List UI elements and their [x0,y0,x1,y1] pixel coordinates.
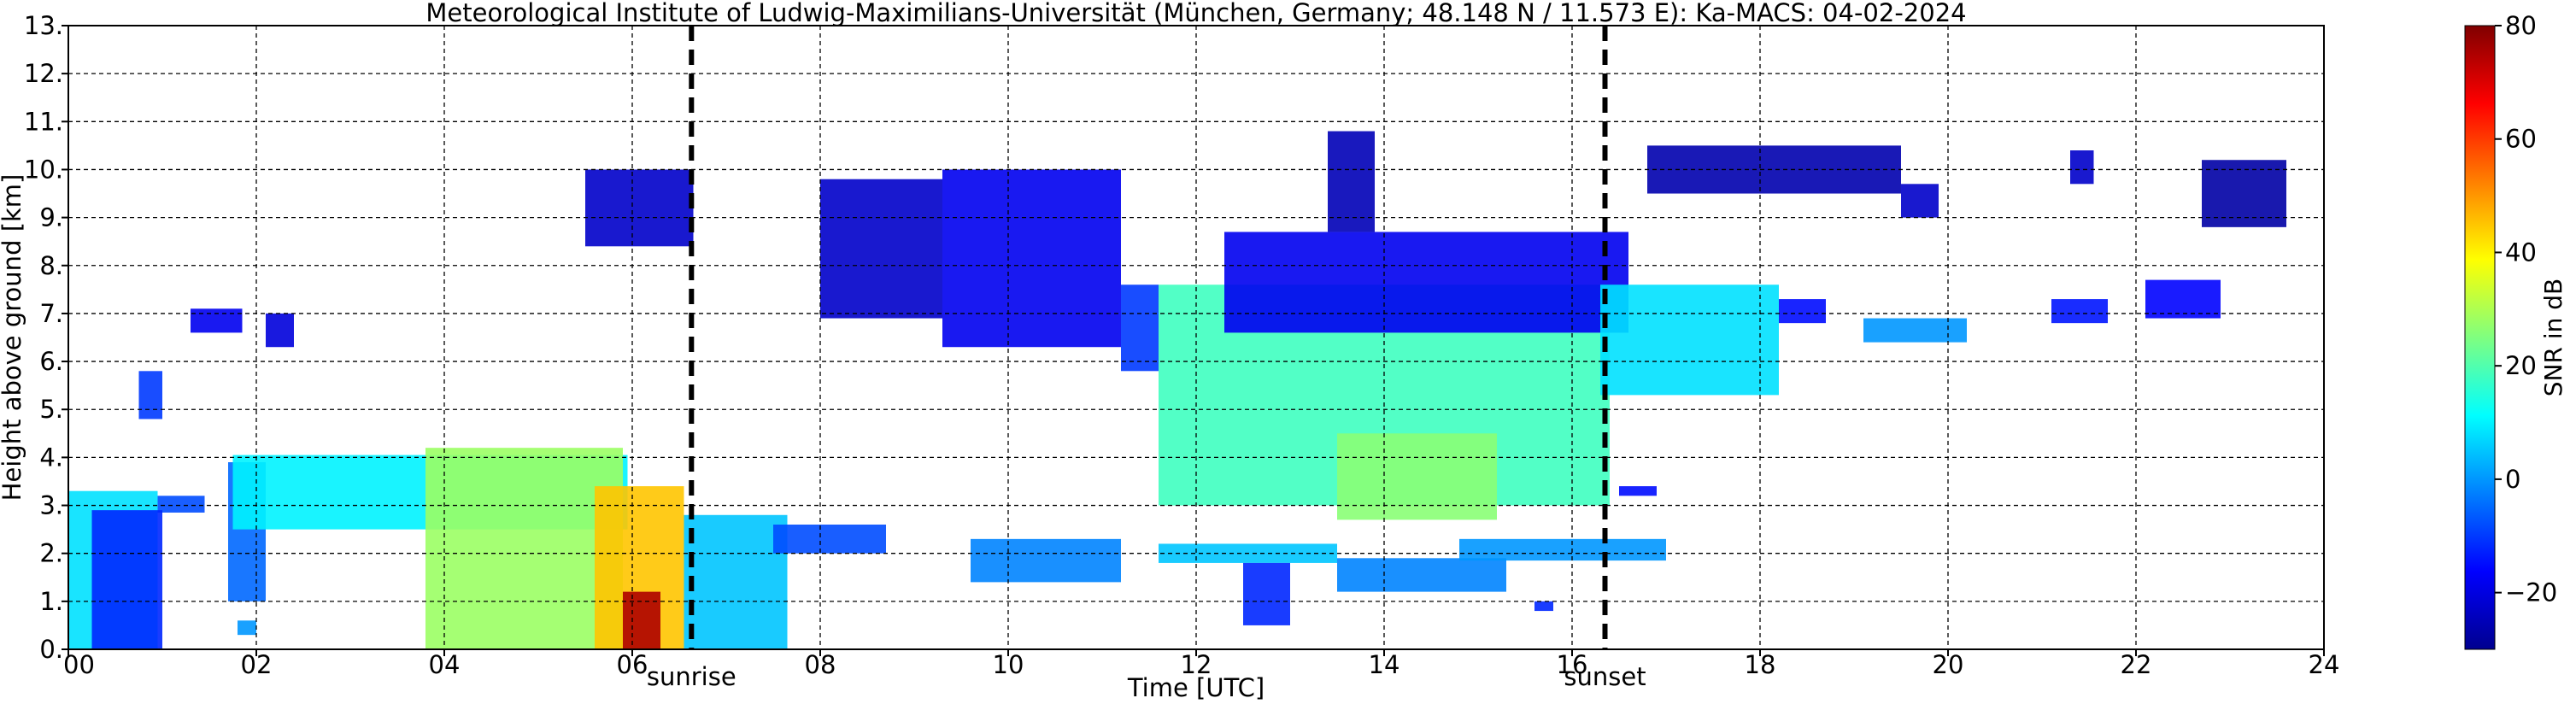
sun-marker-label-0: sunrise [647,662,736,691]
y-tick-label-13: 13. [24,11,63,40]
colorbar-label: SNR in dB [2539,279,2567,396]
chart-title: Meteorological Institute of Ludwig-Maxim… [425,0,1966,27]
y-tick-label-12: 12. [24,59,63,88]
echo-region-33 [1243,562,1290,625]
echo-region-2 [91,510,162,649]
x-tick-label-11: 22 [2121,650,2152,679]
x-tick-label-3: 06 [617,650,648,679]
y-tick-label-4: 4. [39,443,63,472]
x-axis-label: Time [UTC] [1127,673,1265,702]
echo-region-20 [1337,433,1497,520]
echo-region-36 [1619,486,1657,496]
echo-region-14 [820,179,942,319]
y-axis-ticks: 0. 1. 2. 3. 4. 5. 6. 7. 8. 9. 10. 11. 12. 13. [24,11,68,664]
echo-region-13 [238,620,256,636]
echo-region-24 [1901,184,1939,218]
colorbar-tick-label-0: −20 [2505,578,2557,607]
x-tick-label-0: 00 [63,650,95,679]
colorbar [2464,25,2496,650]
sun-marker-label-1: sunset [1564,662,1646,691]
y-tick-label-1: 1. [39,587,63,616]
echo-region-19 [1328,131,1375,232]
y-tick-label-6: 6. [39,347,63,376]
y-tick-label-8: 8. [39,251,63,280]
echo-region-11 [266,313,294,348]
y-axis-label: Height above ground [km] [0,174,26,502]
y-tick-label-7: 7. [39,299,63,328]
echo-region-10 [191,308,243,333]
echo-region-21 [1600,285,1779,396]
echo-region-18 [1224,232,1628,333]
echo-region-37 [1534,601,1553,612]
y-tick-label-2: 2. [39,539,63,568]
echo-region-28 [2202,160,2286,227]
x-tick-label-6: 12 [1181,650,1212,679]
echo-region-16 [1121,285,1159,372]
y-tick-label-9: 9. [39,203,63,232]
echo-region-8 [684,514,788,649]
colorbar-tick-label-2: 20 [2505,351,2537,380]
echo-region-15 [942,169,1121,348]
echo-region-34 [1337,558,1506,592]
echo-region-12 [138,371,162,419]
echo-region-31 [971,538,1121,583]
y-tick-label-0: 0. [39,635,63,664]
y-tick-label-10: 10. [24,155,63,184]
grid-lines [68,26,2324,649]
x-tick-label-5: 10 [993,650,1024,679]
echo-region-23 [1647,145,1901,194]
colorbar-ticks: −20 0 20 40 60 80 [2495,11,2557,607]
echo-region-27 [2145,279,2221,319]
colorbar-tick-label-3: 40 [2505,238,2537,267]
echo-region-7 [623,591,660,649]
x-tick-label-7: 14 [1369,650,1400,679]
x-tick-label-4: 08 [805,650,836,679]
echo-region-30 [773,525,886,554]
x-tick-label-8: 16 [1557,650,1588,679]
colorbar-tick-label-5: 80 [2505,11,2537,40]
echo-region-22 [1779,299,1826,324]
sun-markers: sunrise sunset [647,26,1646,691]
colorbar-tick-label-4: 60 [2505,125,2537,154]
y-tick-label-5: 5. [39,395,63,424]
echo-region-26 [2051,299,2108,324]
x-tick-label-10: 20 [1933,650,1964,679]
x-axis-ticks: 00 02 04 06 08 10 12 14 16 18 20 22 24 [63,649,2339,679]
echo-region-1 [157,496,205,513]
y-tick-label-3: 3. [39,491,63,520]
x-tick-label-2: 04 [429,650,461,679]
y-tick-label-11: 11. [24,107,63,136]
x-tick-label-12: 24 [2309,650,2340,679]
echo-region-9 [585,169,694,247]
echo-region-5 [425,448,623,649]
x-tick-label-9: 18 [1745,650,1776,679]
colorbar-tick-label-1: 0 [2505,465,2520,494]
echo-region-35 [1459,538,1666,561]
echo-regions [68,131,2286,649]
echo-region-25 [1863,318,1967,343]
echo-region-29 [2070,150,2094,185]
x-tick-label-1: 02 [241,650,273,679]
